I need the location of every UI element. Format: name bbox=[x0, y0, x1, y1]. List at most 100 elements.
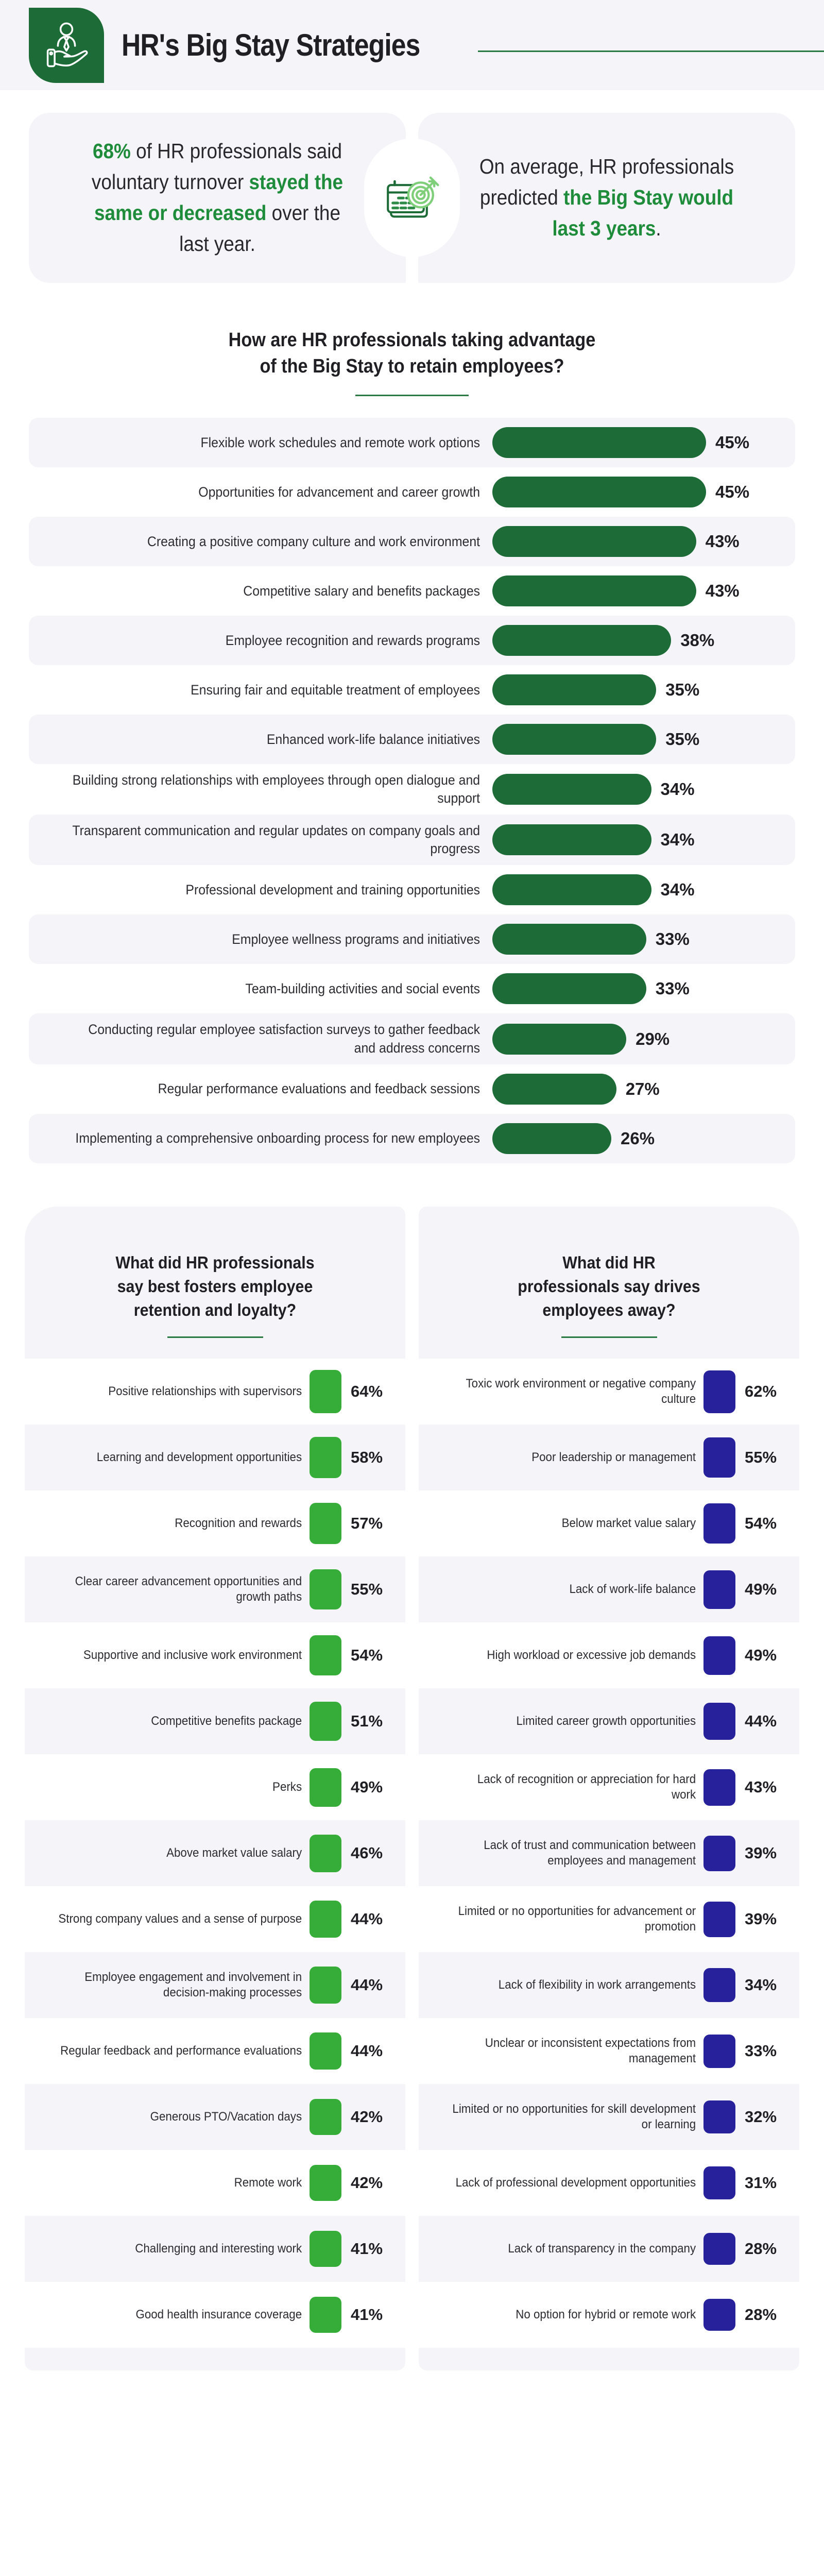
main-bar-fill bbox=[492, 1123, 611, 1154]
panel-bar-value: 58% bbox=[351, 1448, 383, 1467]
main-bar-row: Conducting regular employee satisfaction… bbox=[29, 1013, 795, 1064]
panel-bar-label: Lack of trust and communication between … bbox=[484, 1838, 696, 1868]
panel-bar-row: Lack of recognition or appreciation for … bbox=[419, 1754, 799, 1821]
page-title: HR's Big Stay Strategies bbox=[122, 28, 420, 62]
main-bar-label: Conducting regular employee satisfaction… bbox=[88, 1022, 480, 1056]
stat-bigstay-text-1: On average, HR professionals predicted bbox=[479, 155, 734, 210]
panel-bar-value: 55% bbox=[351, 1580, 383, 1599]
main-bar-value: 43% bbox=[705, 532, 740, 551]
panel-bar-row: Lack of work-life balance 49% bbox=[419, 1556, 799, 1622]
panel-fosters-retention: What did HR professionals say best foste… bbox=[25, 1206, 405, 2371]
panel-bar-label: Limited career growth opportunities bbox=[516, 1714, 696, 1728]
panel-bar-label: Competitive benefits package bbox=[151, 1714, 302, 1728]
panel-bar-fill bbox=[703, 1570, 735, 1609]
main-chart-bars: Flexible work schedules and remote work … bbox=[29, 418, 795, 1163]
panel-bar-row: Lack of trust and communication between … bbox=[419, 1820, 799, 1886]
panel-drives-away: What did HR professionals say drives emp… bbox=[419, 1206, 799, 2371]
panel-bar-fill bbox=[310, 1768, 341, 1807]
main-bar-value: 43% bbox=[705, 581, 740, 601]
panel-bar-fill bbox=[703, 1503, 735, 1544]
main-bar-label: Implementing a comprehensive onboarding … bbox=[75, 1130, 480, 1146]
panel-bar-value: 46% bbox=[351, 1844, 383, 1862]
main-bar-track: 34% bbox=[492, 874, 695, 906]
main-bar-row: Employee recognition and rewards program… bbox=[29, 616, 795, 666]
main-bar-value: 33% bbox=[655, 929, 690, 949]
panel-bar-row: Competitive benefits package 51% bbox=[25, 1688, 405, 1754]
panel-bar-row: Remote work 42% bbox=[25, 2150, 405, 2216]
main-bar-row: Flexible work schedules and remote work … bbox=[29, 418, 795, 468]
panel-bar-label: High workload or excessive job demands bbox=[487, 1648, 696, 1663]
stat-turnover-text-2: over the last year. bbox=[179, 201, 340, 256]
panel-bar-value: 43% bbox=[745, 1778, 777, 1797]
panel-bar-row: No option for hybrid or remote work 28% bbox=[419, 2282, 799, 2348]
main-bar-row: Opportunities for advancement and career… bbox=[29, 467, 795, 517]
panel-right-title-line-2: professionals say drives bbox=[518, 1276, 700, 1296]
main-bar-track: 35% bbox=[492, 674, 699, 706]
panel-bar-fill bbox=[703, 1437, 735, 1478]
panel-bar-label: Positive relationships with supervisors bbox=[108, 1384, 302, 1399]
main-bar-track: 33% bbox=[492, 973, 690, 1005]
panel-bar-value: 44% bbox=[351, 1976, 383, 1994]
main-bar-value: 29% bbox=[636, 1029, 670, 1048]
panel-bar-label: Below market value salary bbox=[561, 1516, 696, 1531]
panel-bar-value: 42% bbox=[351, 2108, 383, 2126]
panel-bar-fill bbox=[703, 1968, 735, 2003]
main-bar-track: 45% bbox=[492, 427, 750, 459]
main-bar-value: 27% bbox=[625, 1079, 660, 1098]
panel-bar-row: Unclear or inconsistent expectations fro… bbox=[419, 2018, 799, 2084]
panel-bar-value: 41% bbox=[351, 2306, 383, 2324]
panel-bar-row: Strong company values and a sense of pur… bbox=[25, 1886, 405, 1953]
panel-bar-value: 44% bbox=[351, 2042, 383, 2060]
panel-bar-row: Toxic work environment or negative compa… bbox=[419, 1359, 799, 1425]
panel-bar-fill bbox=[703, 2100, 735, 2134]
center-icon-badge bbox=[364, 139, 460, 257]
main-bar-label: Creating a positive company culture and … bbox=[147, 533, 480, 549]
panel-bar-fill bbox=[310, 1569, 341, 1610]
panel-bar-label: Above market value salary bbox=[166, 1846, 302, 1860]
panel-bar-row: Learning and development opportunities 58… bbox=[25, 1425, 405, 1490]
panel-bar-value: 28% bbox=[745, 2306, 777, 2324]
stat-cards-section: 68% of HR professionals said voluntary t… bbox=[29, 113, 795, 283]
panel-bar-label: Regular feedback and performance evaluat… bbox=[60, 2044, 302, 2058]
main-chart-section: How are HR professionals taking advantag… bbox=[0, 327, 824, 1163]
panel-bar-row: High workload or excessive job demands 49… bbox=[419, 1622, 799, 1689]
brand-logo-badge bbox=[29, 7, 104, 83]
panel-left-rows: Positive relationships with supervisors 6… bbox=[25, 1359, 405, 2348]
panel-bar-value: 33% bbox=[745, 2042, 777, 2060]
panel-bar-row: Limited career growth opportunities 44% bbox=[419, 1688, 799, 1754]
main-bar-row: Competitive salary and benefits packages… bbox=[29, 566, 795, 616]
panel-bar-fill bbox=[703, 1901, 735, 1937]
main-bar-fill bbox=[492, 774, 651, 805]
panel-bar-row: Below market value salary 54% bbox=[419, 1490, 799, 1557]
stat-bigstay-text-2: . bbox=[656, 216, 661, 240]
panel-bar-fill bbox=[703, 2166, 735, 2200]
main-bar-value: 34% bbox=[660, 880, 695, 900]
main-bar-label: Regular performance evaluations and feed… bbox=[158, 1081, 480, 1097]
stat-card-bigstay-text: On average, HR professionals predicted t… bbox=[468, 151, 746, 244]
hand-holding-employee-icon bbox=[40, 19, 93, 72]
panel-bar-label: Lack of recognition or appreciation for … bbox=[477, 1772, 696, 1802]
main-bar-row: Employee wellness programs and initiativ… bbox=[29, 914, 795, 964]
panel-left-title-line-1: What did HR professionals bbox=[115, 1252, 315, 1272]
panel-bar-label: Learning and development opportunities bbox=[96, 1450, 302, 1465]
main-bar-value: 35% bbox=[665, 730, 700, 749]
main-bar-fill bbox=[492, 973, 646, 1005]
main-bar-row: Enhanced work-life balance initiatives 35… bbox=[29, 715, 795, 765]
panel-bar-label: Challenging and interesting work bbox=[135, 2242, 302, 2256]
panel-left-title-line-2: say best fosters employee bbox=[117, 1276, 313, 1296]
main-bar-value: 34% bbox=[660, 830, 695, 850]
main-bar-row: Transparent communication and regular up… bbox=[29, 815, 795, 866]
panel-bar-label: Unclear or inconsistent expectations fro… bbox=[485, 2036, 696, 2066]
main-bar-label: Ensuring fair and equitable treatment of… bbox=[191, 682, 480, 698]
main-bar-track: 45% bbox=[492, 477, 749, 508]
panel-bar-fill bbox=[703, 2299, 735, 2331]
main-bar-track: 43% bbox=[492, 575, 740, 607]
panel-left-title-divider bbox=[167, 1336, 263, 1338]
panel-bar-value: 64% bbox=[351, 1382, 383, 1401]
main-bar-row: Implementing a comprehensive onboarding … bbox=[29, 1113, 795, 1163]
panel-bar-row: Generous PTO/Vacation days 42% bbox=[25, 2084, 405, 2150]
panel-bar-value: 49% bbox=[351, 1778, 383, 1797]
main-bar-value: 45% bbox=[715, 433, 750, 452]
main-bar-fill bbox=[492, 1023, 627, 1055]
panel-bar-fill bbox=[703, 1769, 735, 1806]
